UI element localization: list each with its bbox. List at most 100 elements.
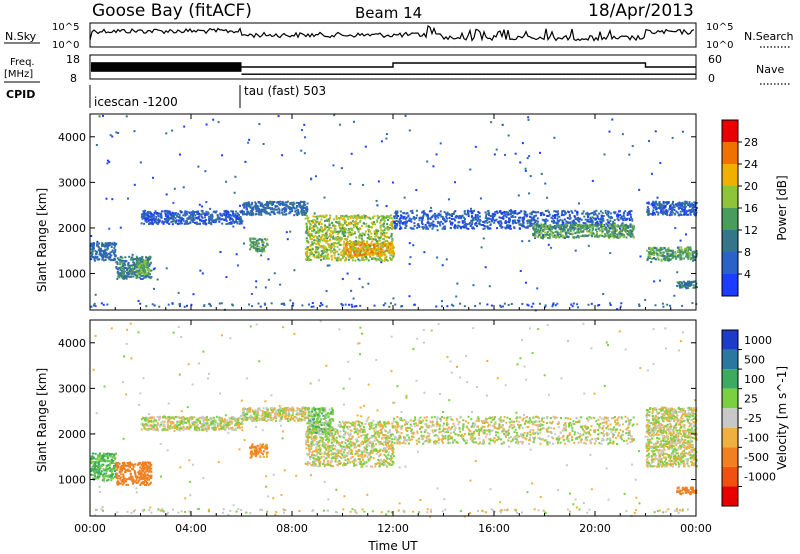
- cell-r9: [631, 230, 634, 233]
- cell-r4: [251, 212, 254, 215]
- cell-r9: [551, 226, 554, 229]
- cell-r3: [192, 220, 194, 223]
- cell-r4: [295, 206, 298, 209]
- cell-r3: [205, 219, 208, 221]
- cell-r7: [348, 247, 351, 250]
- cell-r8: [629, 223, 632, 226]
- cell-r1: [147, 258, 149, 261]
- cell-r6: [324, 239, 326, 242]
- cell-r6: [309, 223, 312, 226]
- cell-r6: [308, 227, 311, 230]
- cell-r11: [652, 206, 655, 209]
- cell-r9: [601, 231, 604, 234]
- cell-r6: [346, 244, 349, 247]
- cell-r8: [628, 210, 631, 213]
- cell-r4: [272, 201, 275, 204]
- cell-r8: [502, 216, 505, 218]
- scatter-point: [152, 268, 155, 271]
- cell-r1: [148, 256, 150, 259]
- scatter-point: [342, 387, 345, 390]
- cell-r6: [322, 252, 325, 254]
- cell-r12: [687, 287, 690, 289]
- cell-r3: [191, 213, 194, 216]
- cell-r4: [269, 213, 272, 216]
- cell-r3: [143, 222, 146, 225]
- cell-r6: [307, 232, 310, 235]
- cell-r6: [306, 240, 309, 243]
- cell-r9: [588, 234, 590, 237]
- cell-r0: [90, 251, 93, 254]
- cell-r6: [320, 223, 323, 225]
- cell-r6: [376, 232, 378, 234]
- cell-r6: [386, 259, 389, 262]
- cell-r4: [248, 202, 251, 205]
- cell-r3: [208, 218, 210, 221]
- cell-r1: [130, 258, 133, 261]
- cell-r1: [115, 266, 118, 269]
- cell-r3: [218, 220, 221, 223]
- scatter-point: [220, 302, 223, 305]
- cell-r4: [276, 201, 279, 204]
- cell-r4: [262, 204, 264, 207]
- cell-r8: [441, 222, 444, 225]
- cell-r6: [319, 229, 322, 232]
- cell-r1: [124, 256, 127, 259]
- cell-r6: [319, 256, 322, 259]
- scatter-point: [123, 355, 126, 358]
- cell-r8: [624, 210, 627, 213]
- cell-r6: [391, 219, 394, 222]
- cell-r9: [573, 224, 576, 227]
- scatter-point: [546, 196, 549, 199]
- scatter-point: [246, 377, 249, 380]
- cell-r0: [103, 245, 106, 248]
- cell-r6: [348, 222, 351, 225]
- cell-r8: [464, 225, 467, 228]
- cell-r4: [268, 207, 271, 210]
- cell-r9: [606, 230, 608, 233]
- cell-r5: [261, 250, 264, 253]
- scatter-point: [375, 358, 378, 361]
- cell-r7: [379, 244, 382, 247]
- cell-r10: [660, 258, 663, 261]
- cell-r8: [542, 225, 545, 228]
- cell-r8: [602, 219, 605, 222]
- cell-r11: [678, 204, 680, 207]
- cell-r4: [243, 212, 246, 215]
- scatter-point: [129, 322, 132, 325]
- cell-r1: [124, 264, 127, 267]
- cell-r6: [340, 254, 343, 257]
- cell-r6: [306, 256, 309, 259]
- cell-r1: [127, 273, 130, 275]
- cell-r6: [324, 246, 327, 249]
- cell-r9: [631, 234, 634, 237]
- cell-r5: [266, 243, 269, 246]
- scatter-point: [529, 448, 532, 451]
- scatter-point: [609, 252, 612, 255]
- cell-r8: [508, 226, 511, 229]
- cell-r10: [662, 251, 665, 254]
- cell-r11: [655, 200, 658, 203]
- cell-r11: [689, 212, 692, 214]
- cell-r6: [341, 218, 344, 221]
- cell-r6: [304, 217, 307, 220]
- cell-r8: [429, 218, 432, 221]
- cell-r9: [546, 232, 549, 235]
- cell-r6: [333, 218, 336, 221]
- cell-r3: [227, 212, 230, 214]
- cell-r3: [148, 222, 151, 225]
- cell-r5: [262, 245, 265, 248]
- scatter-point: [396, 385, 399, 388]
- cell-r6: [391, 256, 394, 259]
- scatter-point: [482, 237, 485, 240]
- cell-r8: [597, 218, 600, 220]
- cell-r9: [623, 225, 626, 228]
- scatter-point: [452, 304, 455, 307]
- cell-r6: [308, 219, 311, 222]
- cell-r6: [314, 215, 317, 218]
- cell-r8: [410, 220, 413, 223]
- cell-r0: [100, 254, 103, 257]
- cell-r8: [438, 221, 441, 224]
- cell-r8: [544, 220, 547, 223]
- cell-r11: [680, 205, 682, 208]
- cell-r9: [558, 228, 561, 231]
